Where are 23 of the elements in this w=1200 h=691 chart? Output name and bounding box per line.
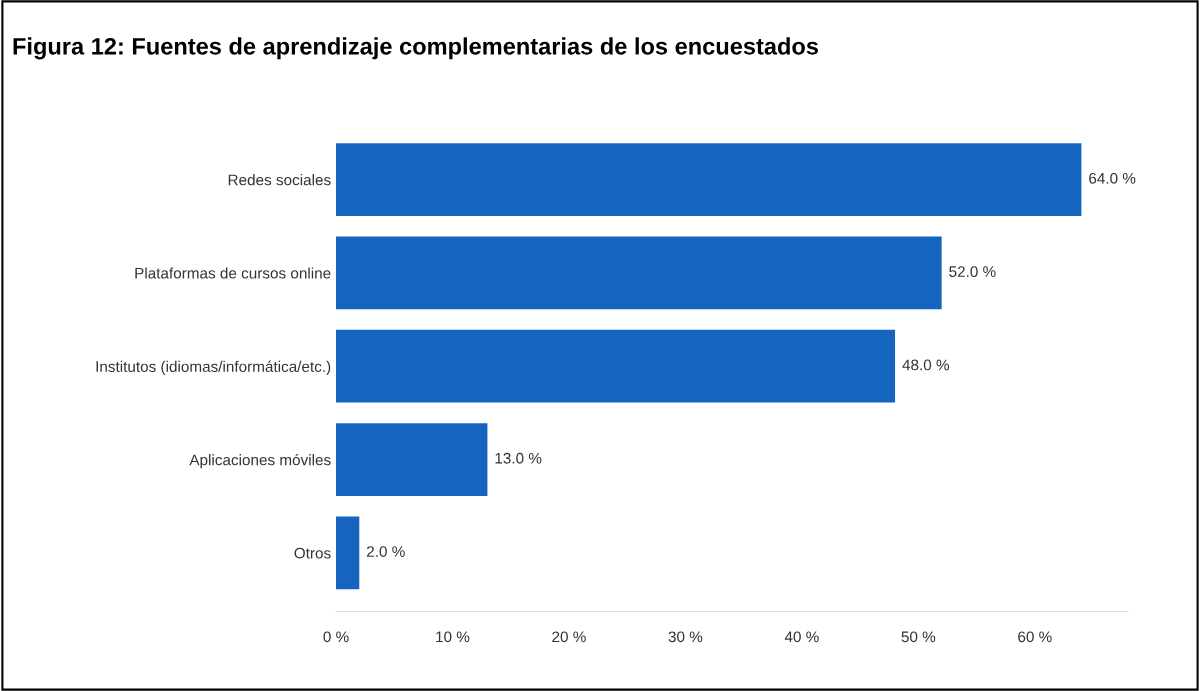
x-tick-label: 10 % [436,631,470,643]
data-label: 64.0 % [1089,172,1136,184]
data-label: 52.0 % [949,266,996,278]
bar [336,516,360,590]
x-tick-label: 0 % [323,631,349,643]
y-tick-label: Otros [294,547,331,559]
bar [336,423,488,496]
x-tick-label: 20 % [552,631,586,643]
x-tick-label: 40 % [784,631,819,643]
x-tick-label: 60 % [1018,631,1052,643]
y-tick-label: Plataformas de cursos online [135,267,331,279]
data-label: 13.0 % [495,452,542,464]
x-tick-label: 50 % [901,631,936,643]
y-tick-label: Redes sociales [228,174,331,186]
x-tick-label: 30 % [668,631,703,643]
y-tick-label: Institutos (idiomas/informática/etc.) [96,360,331,376]
bar [336,143,1082,217]
data-label: 48.0 % [902,359,950,371]
chart-title: Figura 12: Fuentes de aprendizaje complementarias de los encuestados [13,37,818,60]
bar [336,236,942,310]
y-tick-label: Aplicaciones móviles [189,453,331,469]
data-label: 2.0 % [367,546,405,557]
bar [336,329,896,403]
